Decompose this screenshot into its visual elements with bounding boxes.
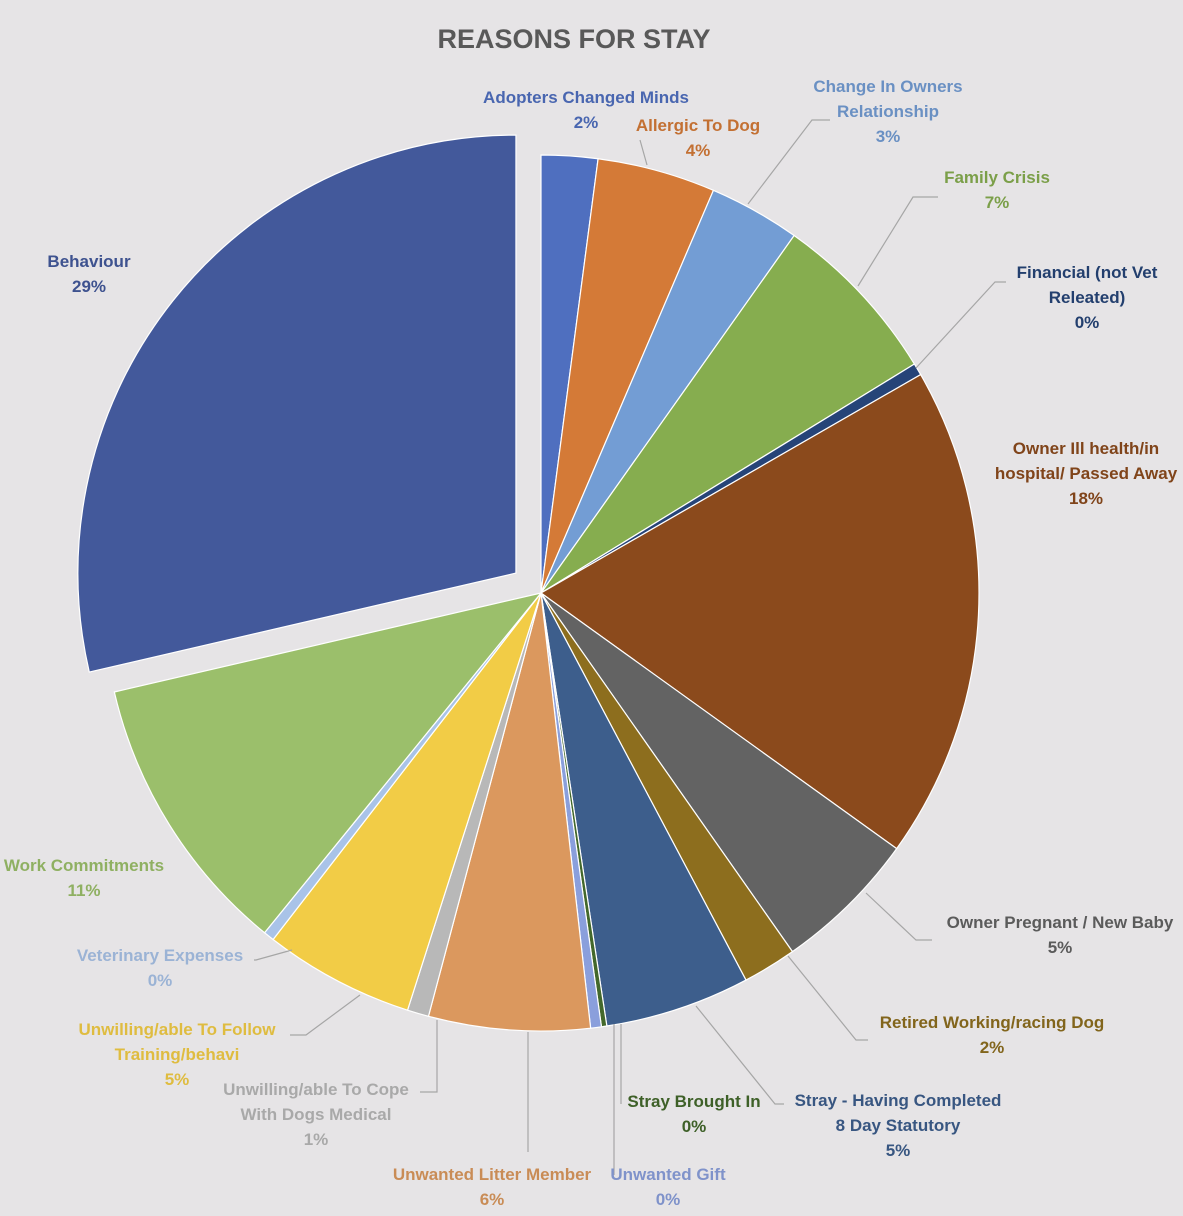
slice-percent-label: 5%	[1048, 938, 1073, 957]
slice-category-label: Change In Owners	[813, 77, 962, 96]
chart-title: REASONS FOR STAY	[437, 24, 710, 54]
slice-category-label: Stray Brought In	[627, 1092, 760, 1111]
slice-category-label: Training/behavi	[115, 1045, 240, 1064]
pie-slice	[113, 592, 543, 934]
slice-category-label: Behaviour	[47, 252, 131, 271]
slice-category-label: Veterinary Expenses	[77, 946, 243, 965]
leader-line	[695, 1005, 784, 1105]
leader-line	[639, 139, 648, 166]
pie-slice	[540, 592, 898, 953]
pie-slice	[539, 373, 980, 850]
slice-category-label: Adopters Changed Minds	[483, 88, 689, 107]
slice-category-label: Relationship	[837, 102, 939, 121]
slice-category-label: 8 Day Statutory	[836, 1116, 961, 1135]
slice-percent-label: 0%	[682, 1117, 707, 1136]
slice-category-label: Owner Ill health/in	[1013, 439, 1159, 458]
slice-percent-label: 2%	[980, 1038, 1005, 1057]
slice-percent-label: 5%	[886, 1141, 911, 1160]
slice-percent-label: 0%	[656, 1190, 681, 1209]
slice-category-label: Unwilling/able To Cope	[223, 1080, 409, 1099]
pie-slice	[540, 592, 747, 1027]
slice-percent-label: 0%	[148, 971, 173, 990]
slice-percent-label: 6%	[480, 1190, 505, 1209]
slice-percent-label: 11%	[67, 881, 100, 900]
slice-percent-label: 4%	[686, 141, 711, 160]
leader-line	[865, 892, 932, 941]
slice-percent-label: 5%	[165, 1070, 190, 1089]
slice-category-label: Unwanted Gift	[610, 1165, 726, 1184]
slice-percent-label: 3%	[876, 127, 901, 146]
slice-labels: Adopters Changed Minds 2% Allergic To Dog 4…	[4, 77, 1178, 1209]
leader-line	[254, 949, 293, 961]
slice-category-label: Unwilling/able To Follow	[78, 1020, 276, 1039]
slice-category-label: Retired Working/racing Dog	[880, 1013, 1105, 1032]
slice-percent-label: 7%	[985, 193, 1010, 212]
leader-line	[787, 955, 868, 1041]
slice-category-label: Unwanted Litter Member	[393, 1165, 592, 1184]
slice-percent-label: 2%	[574, 113, 599, 132]
slice-category-label: Owner Pregnant / New Baby	[947, 913, 1174, 932]
slice-category-label: Allergic To Dog	[636, 116, 760, 135]
slice-category-label: hospital/ Passed Away	[995, 464, 1178, 483]
slice-category-label: Stray - Having Completed	[795, 1091, 1002, 1110]
pie-slices	[77, 134, 980, 1032]
leader-line	[290, 994, 361, 1036]
leader-line	[857, 196, 938, 287]
slice-category-label: Financial (not Vet	[1017, 263, 1158, 282]
pie-slice	[427, 592, 592, 1032]
pie-slice	[272, 592, 542, 1011]
leader-line	[420, 1020, 438, 1093]
slice-percent-label: 0%	[1075, 313, 1100, 332]
pie-slice	[77, 134, 517, 673]
leader-lines	[254, 119, 1006, 1175]
slice-category-label: Releated)	[1049, 288, 1126, 307]
slice-percent-label: 18%	[1069, 489, 1103, 508]
slice-category-label: With Dogs Medical	[241, 1105, 392, 1124]
slice-category-label: Work Commitments	[4, 856, 164, 875]
pie-slice	[540, 234, 916, 594]
leader-line	[915, 281, 1006, 369]
slice-percent-label: 1%	[304, 1130, 329, 1149]
slice-category-label: Family Crisis	[944, 168, 1050, 187]
leader-line	[747, 119, 830, 205]
slice-percent-label: 29%	[72, 277, 106, 296]
